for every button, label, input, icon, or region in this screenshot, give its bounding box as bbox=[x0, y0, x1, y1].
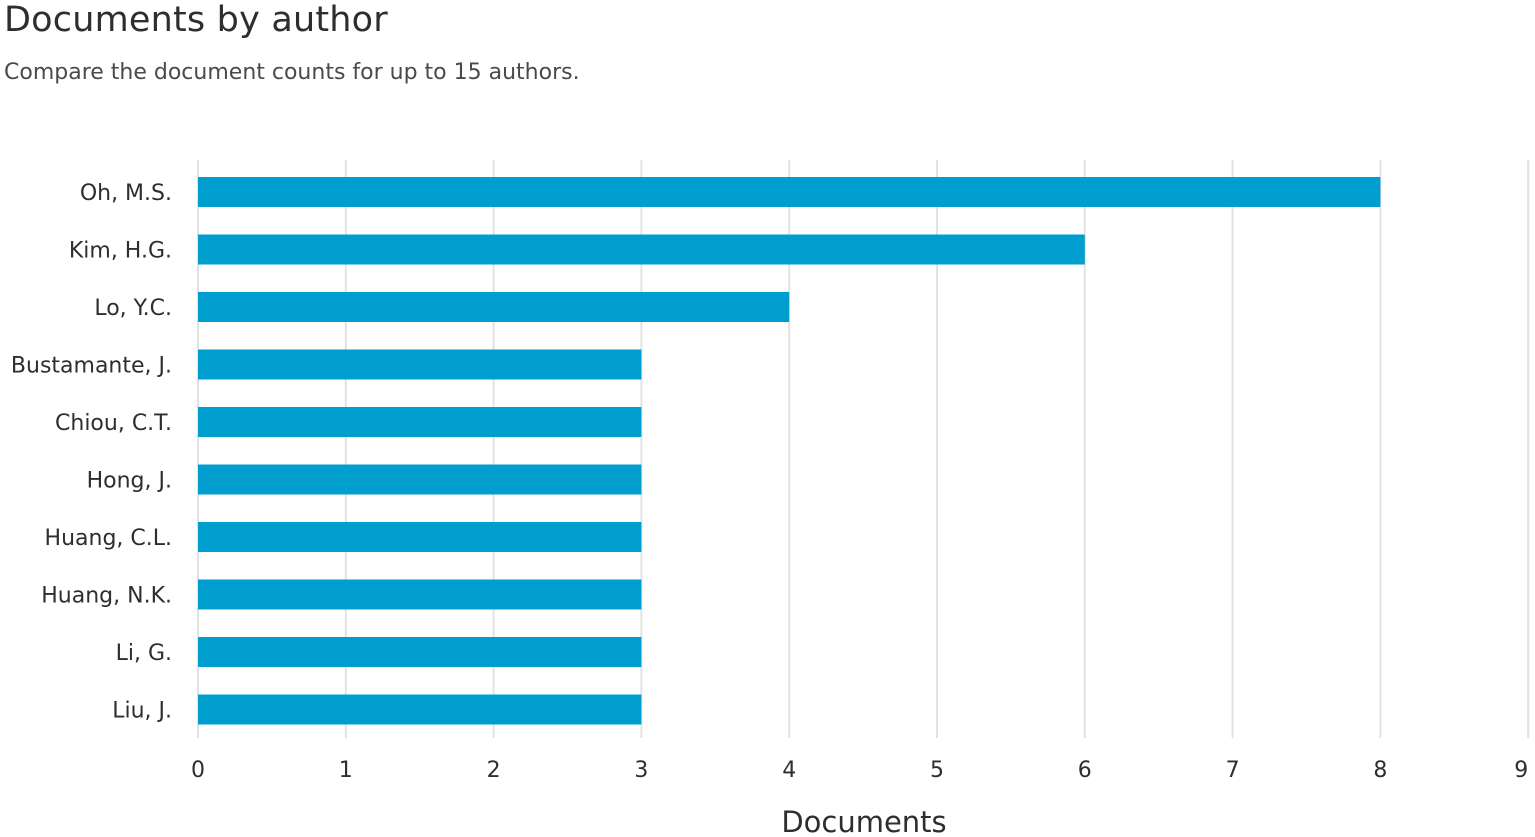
x-axis-title: Documents bbox=[781, 805, 946, 837]
category-label-5: Hong, J. bbox=[87, 469, 172, 494]
bar-9[interactable] bbox=[198, 694, 642, 725]
chart-subtitle: Compare the document counts for up to 15… bbox=[4, 60, 580, 85]
category-label-8: Li, G. bbox=[116, 641, 172, 666]
category-label-6: Huang, C.L. bbox=[45, 526, 172, 551]
category-label-7: Huang, N.K. bbox=[41, 584, 172, 609]
x-tick-label-1: 1 bbox=[339, 758, 353, 783]
x-tick-label-0: 0 bbox=[191, 758, 205, 783]
x-tick-label-2: 2 bbox=[487, 758, 501, 783]
x-tick-label-5: 5 bbox=[930, 758, 944, 783]
x-tick-label-9: 9 bbox=[1514, 758, 1528, 783]
bar-8[interactable] bbox=[198, 637, 642, 667]
x-tick-label-8: 8 bbox=[1373, 758, 1387, 783]
category-label-4: Chiou, C.T. bbox=[55, 411, 172, 436]
category-label-3: Bustamante, J. bbox=[11, 354, 172, 379]
x-tick-labels: 0 1 2 3 4 5 6 7 8 9 bbox=[191, 758, 1528, 783]
bar-0[interactable] bbox=[198, 177, 1381, 207]
bar-2[interactable] bbox=[198, 292, 790, 322]
bar-1[interactable] bbox=[198, 234, 1085, 265]
bar-4[interactable] bbox=[198, 407, 642, 437]
bar-6[interactable] bbox=[198, 522, 642, 552]
chart-title: Documents by author bbox=[4, 0, 388, 40]
category-label-1: Kim, H.G. bbox=[69, 239, 172, 264]
x-tick-label-7: 7 bbox=[1226, 758, 1240, 783]
bar-5[interactable] bbox=[198, 464, 642, 495]
bars bbox=[198, 177, 1381, 725]
bar-7[interactable] bbox=[198, 579, 642, 610]
category-labels: Oh, M.S. Kim, H.G. Lo, Y.C. Bustamante, J. C… bbox=[11, 181, 172, 724]
category-label-2: Lo, Y.C. bbox=[94, 296, 172, 321]
category-label-9: Liu, J. bbox=[112, 699, 172, 724]
x-tick-label-4: 4 bbox=[782, 758, 796, 783]
x-tick-label-3: 3 bbox=[634, 758, 648, 783]
category-label-0: Oh, M.S. bbox=[80, 181, 172, 206]
x-tick-label-6: 6 bbox=[1078, 758, 1092, 783]
bar-3[interactable] bbox=[198, 349, 642, 380]
